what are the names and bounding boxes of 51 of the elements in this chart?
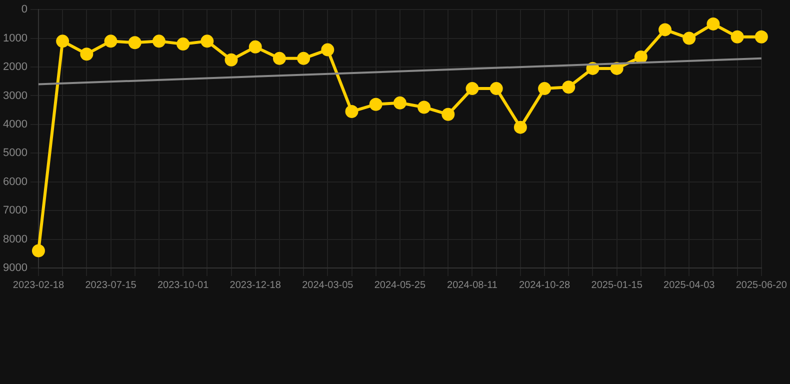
y-tick-label: 3000 [2, 90, 28, 102]
x-tick-label: 2025-01-15 [591, 280, 643, 291]
y-tick-label: 9000 [2, 262, 28, 274]
point [610, 62, 624, 75]
y-tick-label: 0 [21, 4, 28, 16]
x-tick-label: 2023-12-18 [230, 280, 282, 291]
point [297, 52, 310, 65]
y-tick-label: 8000 [2, 233, 28, 246]
point [224, 53, 238, 66]
point [345, 105, 358, 118]
point [490, 82, 503, 96]
point [682, 32, 696, 45]
x-tick-label: 2024-03-05 [302, 280, 354, 291]
x-tick-label: 2024-05-25 [374, 280, 426, 291]
y-tick-label: 1000 [2, 32, 28, 44]
x-tick-label: 2023-10-01 [157, 280, 210, 291]
x-tick-label: 2025-04-03 [664, 280, 716, 291]
point [152, 34, 166, 48]
point [321, 43, 334, 56]
point [538, 82, 552, 96]
point [562, 80, 576, 94]
x-tick-label: 2024-08-11 [447, 280, 498, 291]
point [418, 100, 431, 114]
x-tick-label: 2023-07-15 [85, 280, 137, 291]
y-tick-label: 7000 [2, 204, 28, 217]
point [56, 34, 70, 48]
point [80, 48, 94, 61]
point [104, 34, 118, 48]
point [706, 17, 720, 30]
x-tick-label: 2025-06-20 [736, 280, 788, 291]
point [466, 82, 479, 96]
x-tick-label: 2023-02-18 [12, 280, 64, 291]
y-tick-label: 6000 [2, 176, 28, 188]
y-tick-label: 2000 [2, 61, 28, 74]
point [754, 30, 768, 44]
point [128, 36, 142, 50]
point [514, 120, 527, 134]
y-tick-label: 5000 [2, 147, 28, 160]
point [442, 108, 455, 121]
x-tick-label: 2024-10-28 [518, 280, 571, 291]
point [200, 34, 214, 48]
point [730, 30, 744, 44]
point [272, 52, 286, 65]
point [393, 96, 406, 110]
y-tick-label: 4000 [2, 118, 28, 130]
point [176, 38, 190, 51]
point [634, 50, 648, 64]
point [369, 98, 382, 111]
point [32, 244, 45, 258]
point [658, 23, 672, 36]
point [248, 40, 262, 54]
